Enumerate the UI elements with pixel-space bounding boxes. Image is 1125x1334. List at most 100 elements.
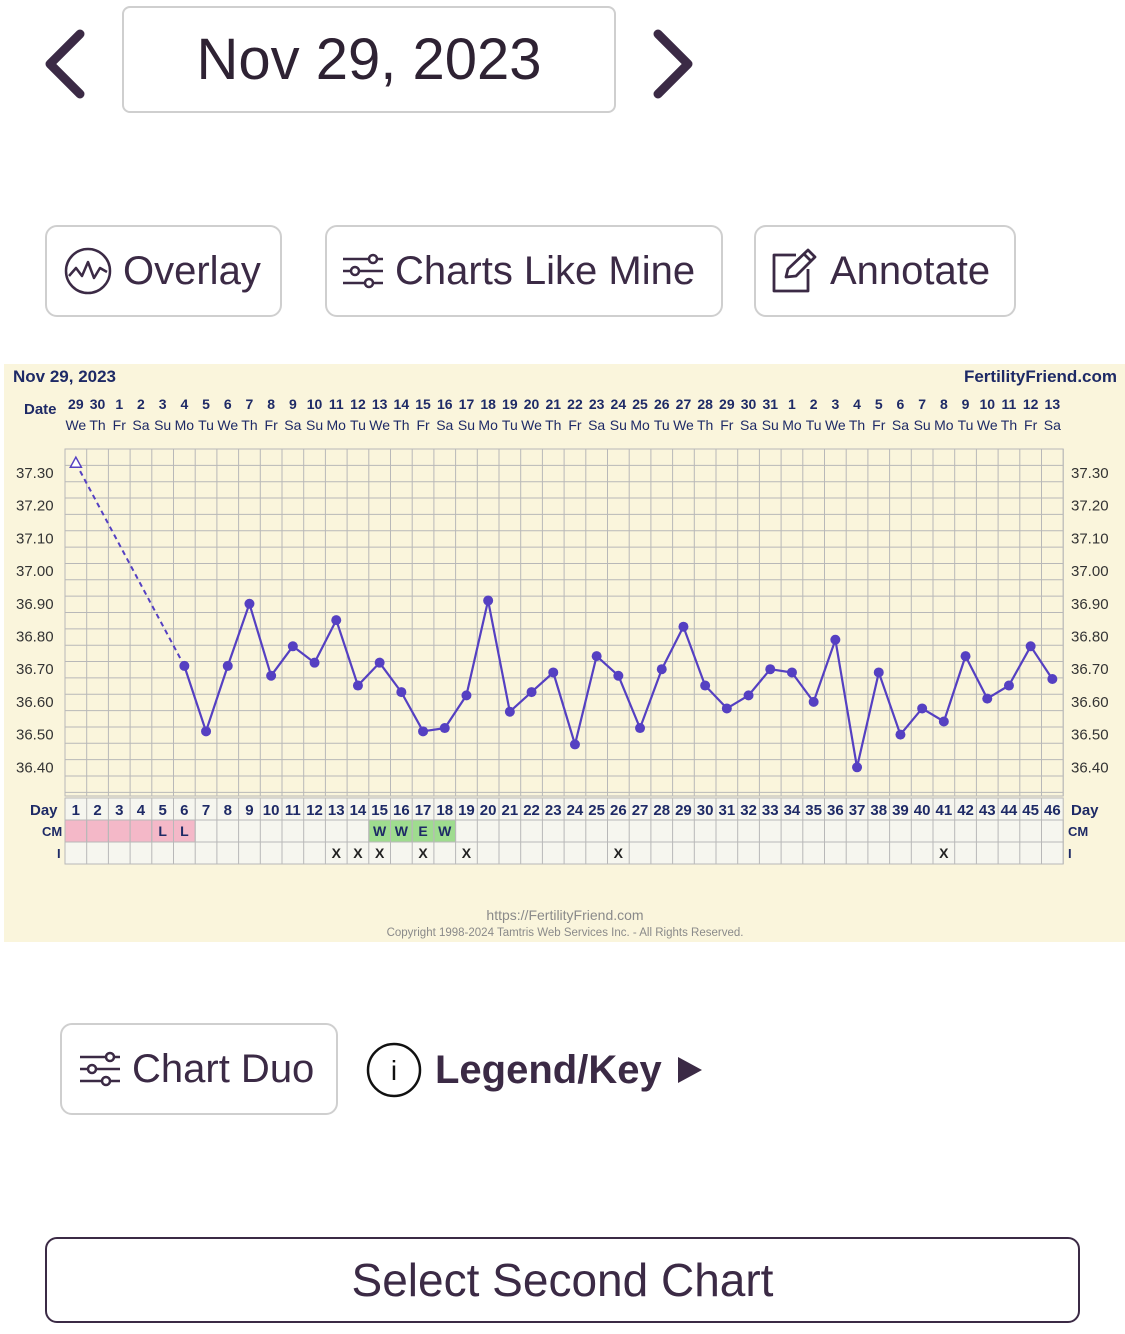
- weekday-label: Sa: [284, 417, 301, 433]
- intercourse-mark: X: [353, 845, 363, 861]
- data-point: [830, 634, 841, 645]
- weekday-label: Fr: [416, 417, 430, 433]
- date-label: 4: [180, 396, 188, 412]
- weekday-label: Tu: [502, 417, 518, 433]
- footer-url: https://FertilityFriend.com: [486, 907, 643, 923]
- date-label: 24: [611, 396, 627, 412]
- intercourse-mark: X: [939, 845, 949, 861]
- data-point: [678, 621, 689, 632]
- date-label: 10: [979, 396, 995, 412]
- date-label: 30: [741, 396, 757, 412]
- day-row-label-left: Day: [30, 802, 58, 819]
- day-label: 20: [480, 802, 497, 819]
- day-label: 35: [805, 802, 822, 819]
- date-selector[interactable]: Nov 29, 2023: [122, 6, 616, 113]
- date-label: 6: [897, 396, 905, 412]
- ytick-right: 37.10: [1071, 530, 1109, 547]
- cm-value: W: [373, 823, 387, 839]
- day-label: 29: [675, 802, 692, 819]
- data-point: [743, 690, 754, 701]
- chart-duo-button[interactable]: Chart Duo: [60, 1023, 338, 1115]
- chart-title: Nov 29, 2023: [13, 367, 116, 386]
- day-label: 42: [957, 802, 974, 819]
- charts-like-mine-button[interactable]: Charts Like Mine: [325, 225, 723, 317]
- date-label: 13: [372, 396, 388, 412]
- ytick-right: 37.30: [1071, 465, 1109, 482]
- i-row-label-right: I: [1068, 846, 1072, 861]
- date-label: 5: [875, 396, 883, 412]
- date-label: 14: [394, 396, 410, 412]
- overlay-button[interactable]: Overlay: [45, 225, 282, 317]
- chevron-left-icon[interactable]: [40, 28, 90, 100]
- sliders-icon: [80, 1051, 120, 1087]
- data-point: [721, 703, 732, 714]
- intercourse-mark: X: [332, 845, 342, 861]
- menstruation-cell: [64, 819, 88, 843]
- day-label: 6: [180, 802, 188, 819]
- date-label: 18: [480, 396, 496, 412]
- day-label: 19: [458, 802, 475, 819]
- date-label: 5: [202, 396, 210, 412]
- day-label: 18: [436, 802, 453, 819]
- data-point: [244, 598, 255, 609]
- date-label: 20: [524, 396, 540, 412]
- weekday-label: Mo: [478, 417, 498, 433]
- date-label: 10: [307, 396, 323, 412]
- day-label: 39: [892, 802, 909, 819]
- cm-value: E: [418, 823, 427, 839]
- data-point: [873, 667, 884, 678]
- weekday-label: Th: [241, 417, 257, 433]
- date-label: 13: [1045, 396, 1061, 412]
- weekday-label: We: [65, 417, 86, 433]
- data-point: [526, 687, 537, 698]
- date-label: 9: [962, 396, 970, 412]
- weekday-label: Fr: [1024, 417, 1038, 433]
- ytick-right: 36.50: [1071, 727, 1109, 744]
- day-label: 41: [936, 802, 953, 819]
- annotate-button[interactable]: Annotate: [754, 225, 1016, 317]
- data-point: [656, 664, 667, 675]
- date-label: 12: [350, 396, 366, 412]
- weekday-label: Su: [914, 417, 931, 433]
- date-label: 15: [415, 396, 431, 412]
- legend-key-link[interactable]: i Legend/Key: [365, 1040, 704, 1100]
- cm-value: W: [438, 823, 452, 839]
- date-label: 11: [329, 396, 344, 412]
- date-label: 4: [853, 396, 861, 412]
- date-label: 23: [589, 396, 605, 412]
- ytick-left: 37.20: [16, 498, 54, 515]
- weekday-label: Sa: [436, 417, 453, 433]
- ytick-right: 36.70: [1071, 661, 1109, 678]
- weekday-label: Sa: [1044, 417, 1061, 433]
- day-label: 8: [224, 802, 232, 819]
- day-label: 13: [328, 802, 345, 819]
- date-label: 9: [289, 396, 297, 412]
- ytick-left: 36.50: [16, 727, 54, 744]
- weekday-label: We: [521, 417, 542, 433]
- data-point: [179, 660, 190, 671]
- weekday-label: Th: [545, 417, 561, 433]
- date-label: 29: [68, 396, 84, 412]
- data-point-open: [69, 455, 83, 468]
- weekday-label: Fr: [720, 417, 734, 433]
- weekday-label: Th: [1001, 417, 1017, 433]
- day-label: 27: [632, 802, 649, 819]
- chevron-right-icon[interactable]: [648, 28, 698, 100]
- ytick-left: 37.00: [16, 563, 54, 580]
- date-label: 6: [224, 396, 232, 412]
- weekday-label: Th: [393, 417, 409, 433]
- data-point: [960, 651, 971, 662]
- day-label: 44: [1001, 802, 1018, 819]
- intercourse-mark: X: [418, 845, 428, 861]
- day-label: 38: [870, 802, 887, 819]
- weekday-label: Sa: [588, 417, 605, 433]
- day-label: 36: [827, 802, 844, 819]
- info-icon: i: [366, 1042, 422, 1098]
- data-point: [461, 690, 472, 701]
- day-label: 37: [849, 802, 866, 819]
- date-label: Nov 29, 2023: [196, 27, 542, 92]
- data-point: [635, 723, 646, 734]
- day-label: 40: [914, 802, 931, 819]
- select-second-chart-button[interactable]: Select Second Chart: [45, 1237, 1080, 1323]
- date-label: 30: [90, 396, 106, 412]
